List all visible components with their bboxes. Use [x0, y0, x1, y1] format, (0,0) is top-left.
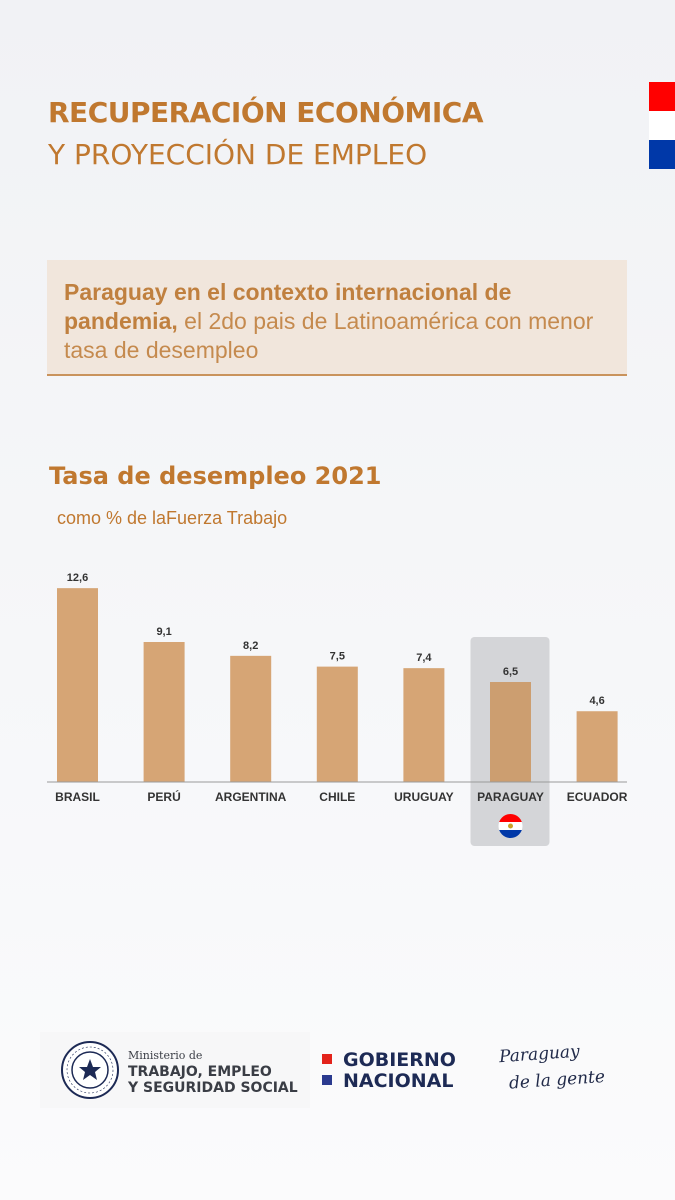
category-label: ECUADOR [567, 790, 628, 804]
bar-ecuador [576, 711, 618, 782]
national-seal-icon [61, 1041, 119, 1099]
category-label: URUGUAY [394, 790, 454, 804]
red-square-icon [322, 1054, 332, 1064]
bar-paraguay [490, 682, 531, 782]
bar-brasil [57, 588, 98, 782]
paraguay-flag-strip [649, 82, 675, 169]
data-label: 4,6 [589, 695, 604, 707]
ministry-name-line1: TRABAJO, EMPLEO [128, 1064, 272, 1080]
category-label: BRASIL [55, 790, 100, 804]
gobierno-nacional-logo: GOBIERNO NACIONAL [322, 1050, 456, 1092]
bar-uruguay [403, 668, 445, 782]
unemployment-bar-chart: 12,6 BRASIL 9,1 PERÚ 8,2 ARGENTINA 7,5 CHILE 7,4… [47, 572, 628, 846]
category-label: CHILE [319, 790, 355, 804]
gob-line2: NACIONAL [343, 1070, 454, 1092]
data-label: 9,1 [156, 626, 171, 638]
flag-blue-band [649, 140, 675, 169]
ministry-logo: Ministerio de TRABAJO, EMPLEO Y SEGURIDA… [40, 1032, 310, 1108]
data-label: 12,6 [67, 572, 88, 584]
flag-red-band [649, 82, 675, 111]
chart-subtitle: como % de laFuerza Trabajo [57, 508, 288, 528]
callout-bold-text: Paraguay en el contexto internacional de… [64, 279, 512, 334]
page-subtitle: Y PROYECCIÓN DE EMPLEO [48, 138, 428, 171]
bar-perú [143, 642, 185, 782]
blue-square-icon [322, 1075, 332, 1085]
page-title: RECUPERACIÓN ECONÓMICA [48, 96, 484, 129]
category-label: PERÚ [147, 789, 180, 804]
paraguay-flag-icon [498, 814, 523, 838]
data-label: 8,2 [243, 640, 258, 652]
ministry-label: Ministerio de [128, 1049, 203, 1062]
ministry-name-line2: Y SEGURIDAD SOCIAL [128, 1080, 298, 1096]
category-label: PARAGUAY [477, 790, 544, 804]
data-label: 6,5 [503, 666, 518, 678]
chart-title: Tasa de desempleo 2021 [49, 462, 382, 490]
bar-chile [316, 666, 358, 782]
paraguay-de-la-gente-logo: Paraguay de la gente [498, 1036, 621, 1098]
flag-white-band [649, 111, 675, 140]
bar-argentina [230, 655, 272, 782]
category-label: ARGENTINA [215, 790, 287, 804]
callout-text: el 2do pais de Latinoamérica con menor t… [64, 308, 594, 363]
gob-line1: GOBIERNO [343, 1049, 456, 1071]
data-label: 7,5 [330, 651, 345, 663]
highlight-callout: Paraguay en el contexto internacional de… [47, 260, 627, 376]
data-label: 7,4 [416, 652, 432, 664]
